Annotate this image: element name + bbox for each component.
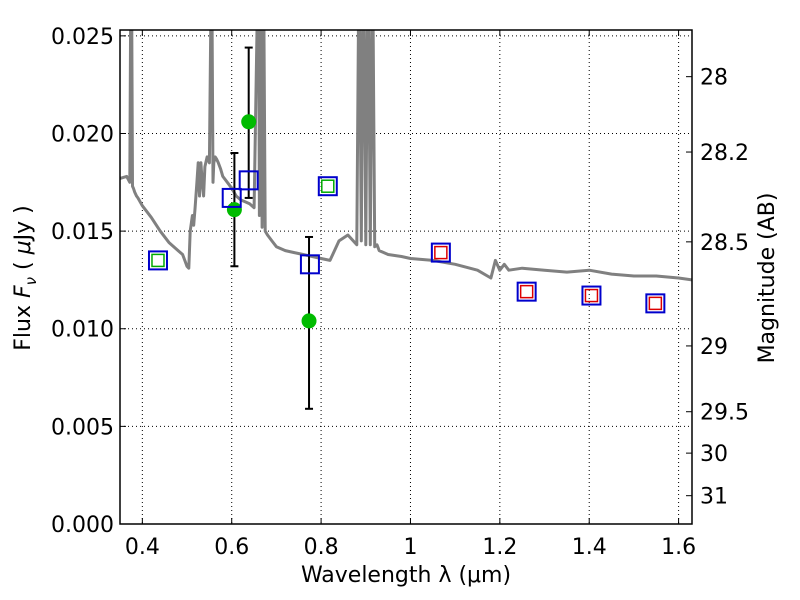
plot-frame: [119, 29, 693, 525]
x-tick-label: 1.2: [482, 535, 517, 560]
model-square-green: [151, 253, 165, 268]
y-tick-label: 0.025: [51, 25, 114, 50]
model-square-blue: [581, 285, 602, 306]
model-square-blue: [516, 281, 537, 302]
data-point: [226, 202, 242, 218]
y-tick-label: 0.015: [51, 220, 114, 245]
model-square-red: [519, 284, 534, 299]
model-square-blue: [317, 176, 338, 197]
grid: [120, 30, 692, 525]
x-tick-label: 0.8: [304, 535, 339, 560]
model-square-red: [648, 296, 663, 311]
model-square-red: [584, 288, 599, 303]
model-square-blue: [238, 170, 259, 191]
data-point: [301, 313, 317, 329]
model-square-blue: [221, 187, 242, 208]
axes: 0.4 0.6 0.8 1 1.2 1.4 1.6 0.000 0.005 0.010 0.015 0…: [51, 25, 749, 560]
mag-tick-label: 30: [700, 442, 728, 467]
model-square-blue: [645, 293, 666, 314]
y-axis-label: Flux Fν ( μJy ): [11, 205, 40, 350]
y-tick-label: 0.000: [51, 513, 114, 538]
mag-tick-label: 29: [700, 335, 728, 360]
mag-tick-label: 29.5: [700, 401, 749, 426]
x-tick-label: 1.4: [572, 535, 607, 560]
y2-axis-label: Magnitude (AB): [755, 193, 780, 364]
x-tick-label: 1.6: [661, 535, 696, 560]
model-square-red: [434, 245, 448, 260]
model-spectrum-line: [120, 30, 692, 282]
x-tick-label: 1: [403, 535, 417, 560]
mag-tick-label: 31: [700, 485, 728, 510]
x-axis-label: Wavelength λ (μm): [301, 563, 511, 588]
data-point: [241, 114, 257, 130]
plot-area: [120, 30, 692, 410]
y-tick-label: 0.020: [51, 122, 114, 147]
mag-tick-label: 28.2: [700, 141, 749, 166]
model-square-blue: [430, 242, 451, 263]
model-square-blue: [147, 250, 168, 271]
y-tick-label: 0.010: [51, 318, 114, 343]
mag-tick-label: 28: [700, 66, 728, 91]
y-tick-label: 0.005: [51, 415, 114, 440]
x-tick-label: 0.6: [214, 535, 249, 560]
model-square-blue: [299, 254, 320, 275]
mag-tick-label: 28.5: [700, 231, 749, 256]
x-tick-label: 0.4: [125, 535, 160, 560]
model-square-green: [321, 179, 335, 193]
